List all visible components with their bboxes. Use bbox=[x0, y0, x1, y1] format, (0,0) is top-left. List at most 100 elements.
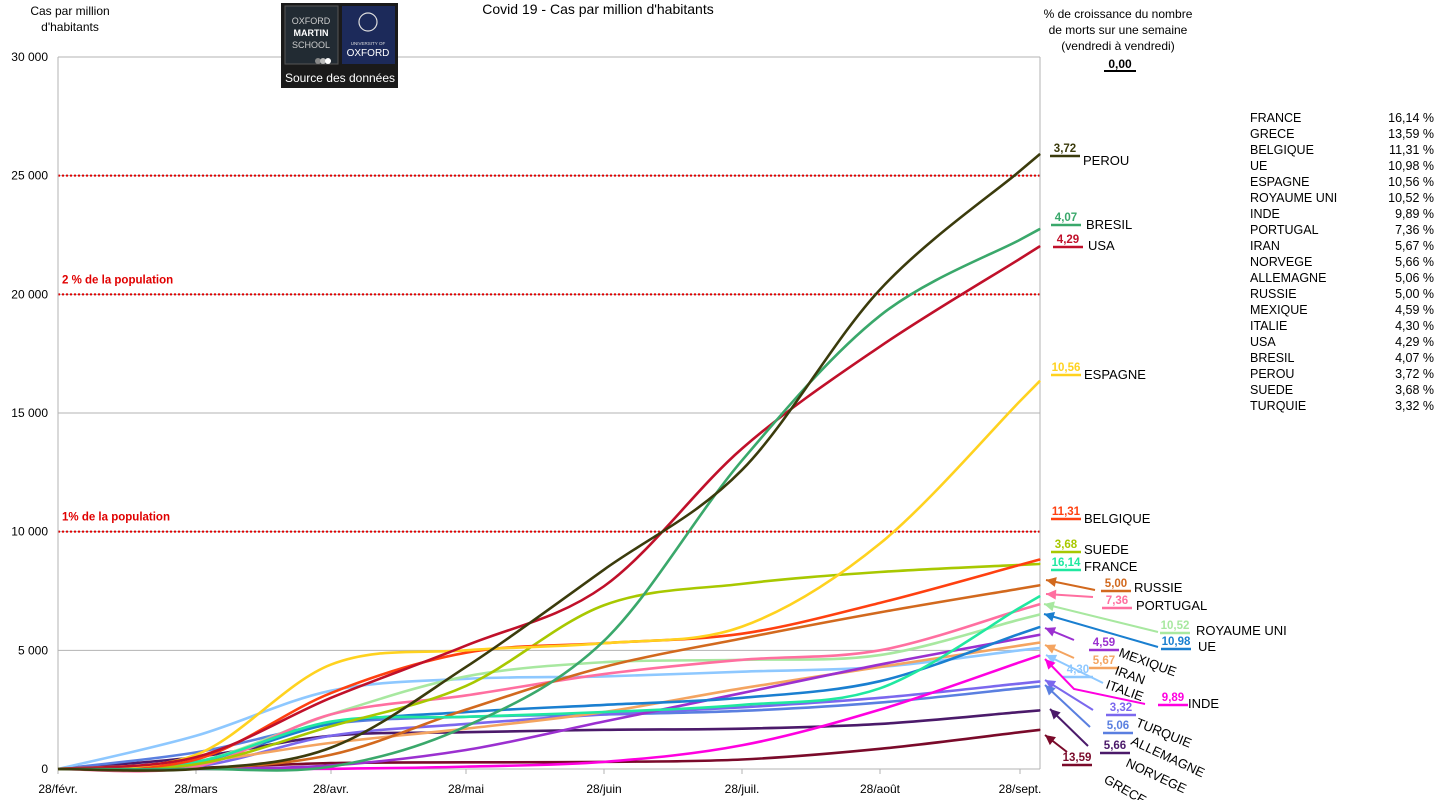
series-label-perou: 3,72 PEROU bbox=[1050, 143, 1129, 168]
growth-table-country: TURQUIE bbox=[1250, 399, 1306, 413]
series-label-arrow bbox=[1043, 613, 1159, 648]
series-lines bbox=[57, 152, 1041, 773]
series-label-usa: 4,29 USA bbox=[1053, 234, 1115, 253]
series-growth-value: 10,52 bbox=[1161, 620, 1190, 632]
series-line-france bbox=[57, 594, 1041, 771]
logo-text: OXFORD bbox=[347, 48, 390, 59]
growth-table-country: ITALIE bbox=[1250, 319, 1287, 333]
growth-table-row: SUEDE 3,68 % bbox=[1250, 383, 1434, 397]
growth-table-value: 10,98 % bbox=[1388, 159, 1434, 173]
growth-table-row: MEXIQUE 4,59 % bbox=[1250, 303, 1434, 317]
y-tick-label: 25 000 bbox=[11, 169, 48, 183]
x-tick-label: 28/mai bbox=[448, 782, 484, 796]
series-line-usa bbox=[57, 245, 1041, 771]
y-tick-label: 10 000 bbox=[11, 525, 48, 539]
growth-table-row: ROYAUME UNI 10,52 % bbox=[1250, 191, 1434, 205]
growth-table-value: 10,56 % bbox=[1388, 175, 1434, 189]
series-label-belgique: 11,31 BELGIQUE bbox=[1051, 506, 1151, 526]
growth-table-value: 5,06 % bbox=[1395, 271, 1434, 285]
growth-table-country: INDE bbox=[1250, 207, 1280, 221]
growth-table-value: 16,14 % bbox=[1388, 111, 1434, 125]
growth-table-row: NORVEGE 5,66 % bbox=[1250, 255, 1434, 269]
arrowhead-icon bbox=[1045, 659, 1056, 670]
growth-table-country: ROYAUME UNI bbox=[1250, 191, 1337, 205]
reference-line-label: 1% de la population bbox=[62, 512, 170, 524]
series-label-suede: 3,68 SUEDE bbox=[1051, 539, 1129, 557]
growth-table-row: BRESIL 4,07 % bbox=[1250, 351, 1434, 365]
growth-table-row: FRANCE 16,14 % bbox=[1250, 111, 1434, 125]
oxford-logo-source-link[interactable]: OXFORD MARTIN SCHOOL UNIVERSITY OF OXFOR… bbox=[281, 3, 398, 88]
arrowhead-icon bbox=[1045, 680, 1057, 690]
growth-table-country: SUEDE bbox=[1250, 383, 1293, 397]
y-axis-label-line2: d'habitants bbox=[41, 20, 99, 34]
arrowhead-icon bbox=[1045, 685, 1056, 696]
series-label-portugal: 7,36 PORTUGAL bbox=[1045, 589, 1207, 613]
arrowhead-icon bbox=[1046, 577, 1057, 587]
series-name-label: PEROU bbox=[1083, 153, 1129, 168]
growth-table-country: BRESIL bbox=[1250, 351, 1295, 365]
growth-table-value: 5,67 % bbox=[1395, 239, 1434, 253]
growth-table-country: BELGIQUE bbox=[1250, 143, 1314, 157]
growth-table-country: USA bbox=[1250, 335, 1276, 349]
growth-table-country: ESPAGNE bbox=[1250, 175, 1310, 189]
growth-table-row: PORTUGAL 7,36 % bbox=[1250, 223, 1434, 237]
series-name-label: ESPAGNE bbox=[1084, 367, 1146, 382]
series-growth-value: 16,14 bbox=[1052, 557, 1081, 569]
arrowhead-icon bbox=[1046, 589, 1057, 600]
growth-header-value: 0,00 bbox=[1108, 57, 1132, 71]
growth-table-country: GRECE bbox=[1250, 127, 1294, 141]
growth-table-row: GRECE 13,59 % bbox=[1250, 127, 1434, 141]
x-tick-label: 28/juil. bbox=[725, 782, 760, 796]
logo-text: OXFORD bbox=[292, 16, 331, 26]
growth-header-line: % de croissance du nombre bbox=[1044, 7, 1193, 21]
gridlines bbox=[58, 56, 1040, 651]
source-link-text[interactable]: Source des données bbox=[285, 71, 395, 85]
x-tick-label: 28/févr. bbox=[38, 782, 77, 796]
series-growth-value: 5,06 bbox=[1107, 720, 1129, 732]
x-tick-label: 28/août bbox=[860, 782, 901, 796]
growth-table-row: ITALIE 4,30 % bbox=[1250, 319, 1434, 333]
series-growth-value: 3,68 bbox=[1055, 539, 1078, 551]
logo-text: MARTIN bbox=[294, 28, 329, 38]
arrowhead-icon bbox=[1050, 709, 1061, 720]
series-growth-value: 5,00 bbox=[1105, 578, 1127, 590]
growth-table-value: 9,89 % bbox=[1395, 207, 1434, 221]
series-line-royaume-uni bbox=[57, 613, 1041, 771]
series-name-label: BELGIQUE bbox=[1084, 511, 1151, 526]
series-name-label: BRESIL bbox=[1086, 217, 1132, 232]
growth-table-country: ALLEMAGNE bbox=[1250, 271, 1326, 285]
growth-table-row: PEROU 3,72 % bbox=[1250, 367, 1434, 381]
series-growth-value: 4,59 bbox=[1093, 637, 1115, 649]
growth-table-row: INDE 9,89 % bbox=[1250, 207, 1434, 221]
logo-text: UNIVERSITY OF bbox=[351, 41, 386, 46]
growth-table: FRANCE 16,14 % GRECE 13,59 % BELGIQUE 11,31 %… bbox=[1250, 111, 1434, 413]
series-name-label: RUSSIE bbox=[1134, 580, 1183, 595]
series-growth-value: 10,98 bbox=[1162, 636, 1191, 648]
series-label-royaume-uni: 10,52 ROYAUME UNI bbox=[1043, 601, 1287, 638]
series-growth-value: 13,59 bbox=[1063, 752, 1092, 764]
series-line-suede bbox=[57, 562, 1041, 771]
arrowhead-icon bbox=[1046, 654, 1058, 664]
series-name-label: SUEDE bbox=[1084, 542, 1129, 557]
y-tick-label: 30 000 bbox=[11, 50, 48, 64]
growth-header-line: (vendredi à vendredi) bbox=[1061, 39, 1174, 53]
y-tick-label: 20 000 bbox=[11, 287, 48, 301]
growth-table-value: 10,52 % bbox=[1388, 191, 1434, 205]
series-label-arrow bbox=[1045, 654, 1104, 684]
arrowhead-icon bbox=[1044, 601, 1055, 612]
series-name-label: FRANCE bbox=[1084, 559, 1138, 574]
chart-title: Covid 19 - Cas par million d'habitants bbox=[482, 1, 713, 17]
growth-table-country: RUSSIE bbox=[1250, 287, 1297, 301]
growth-table-value: 4,07 % bbox=[1395, 351, 1434, 365]
series-label-arrow bbox=[1044, 658, 1146, 705]
y-tick-label: 15 000 bbox=[11, 406, 48, 420]
series-label-arrow bbox=[1044, 684, 1091, 728]
growth-table-value: 4,30 % bbox=[1395, 319, 1434, 333]
series-label-espagne: 10,56 ESPAGNE bbox=[1051, 362, 1146, 382]
growth-table-row: IRAN 5,67 % bbox=[1250, 239, 1434, 253]
arrowhead-icon bbox=[1045, 627, 1057, 637]
growth-table-row: ALLEMAGNE 5,06 % bbox=[1250, 271, 1434, 285]
series-line-perou bbox=[57, 152, 1041, 772]
oxford-crest-icon bbox=[358, 12, 378, 32]
x-tick-label: 28/mars bbox=[174, 782, 217, 796]
